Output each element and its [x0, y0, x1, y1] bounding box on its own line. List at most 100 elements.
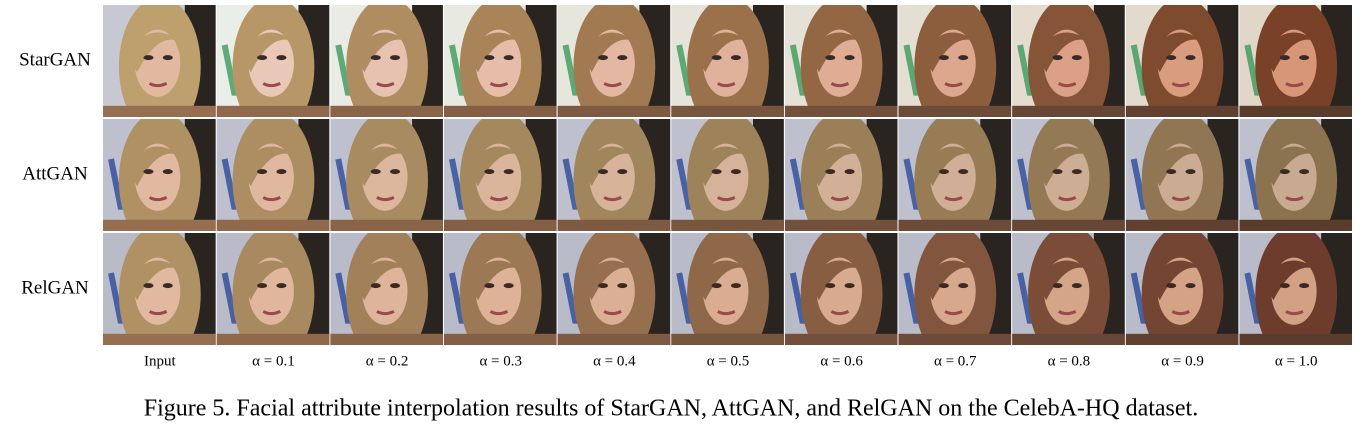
fringe: [1037, 32, 1094, 73]
eye: [844, 169, 855, 175]
column-label: α = 1.0: [1275, 353, 1318, 369]
eye: [143, 55, 154, 61]
fringe: [468, 146, 526, 187]
shoulders: [784, 333, 898, 345]
eye: [257, 283, 268, 289]
shoulders: [784, 219, 898, 231]
face-image: [1239, 119, 1353, 231]
shoulders: [1012, 333, 1125, 345]
face-image: [784, 5, 898, 117]
shoulders: [557, 333, 671, 345]
eye: [617, 283, 628, 289]
face-image: [784, 119, 898, 231]
face-image: [898, 119, 1012, 231]
fringe: [1037, 260, 1094, 301]
eye: [162, 55, 173, 61]
eye: [370, 283, 381, 289]
row-label: RelGAN: [21, 277, 89, 298]
eye: [1185, 55, 1196, 61]
shoulders: [330, 333, 443, 345]
eye: [730, 55, 741, 61]
face-image: [443, 119, 557, 231]
mouth: [830, 196, 850, 202]
face-image: [671, 119, 784, 231]
face-image: [1012, 233, 1125, 345]
face-image: [557, 5, 671, 117]
mouth: [262, 196, 281, 202]
eye: [370, 55, 381, 61]
shoulders: [784, 105, 898, 117]
shoulders: [671, 219, 784, 231]
face-image: [216, 5, 330, 117]
eye: [958, 55, 969, 61]
eye: [503, 55, 514, 61]
shoulders: [1012, 219, 1125, 231]
shoulders: [898, 333, 1012, 345]
shoulders: [898, 105, 1012, 117]
mouth: [148, 196, 168, 202]
shoulders: [557, 219, 671, 231]
mouth: [830, 82, 850, 88]
face-image: [216, 233, 330, 345]
column-label: α = 0.2: [366, 353, 409, 369]
fringe: [582, 146, 640, 187]
mouth: [1171, 82, 1191, 88]
eye: [484, 169, 495, 175]
face-image: [330, 233, 443, 345]
eye: [276, 283, 287, 289]
eye: [1185, 283, 1196, 289]
mouth: [603, 196, 622, 202]
column-label: α = 0.7: [934, 353, 977, 369]
eye: [711, 55, 722, 61]
fringe: [809, 260, 867, 301]
shoulders: [443, 105, 557, 117]
fringe: [128, 260, 185, 301]
shoulders: [330, 105, 443, 117]
fringe: [1150, 260, 1208, 301]
eye: [1299, 55, 1310, 61]
face-image: [671, 233, 784, 345]
row-label: AttGAN: [22, 163, 88, 184]
mouth: [262, 310, 281, 316]
fringe: [355, 146, 413, 187]
shoulders: [216, 333, 330, 345]
mouth: [376, 310, 395, 316]
eye: [1279, 169, 1290, 175]
column-label: α = 0.3: [479, 353, 522, 369]
fringe: [923, 32, 981, 73]
mouth: [717, 82, 736, 88]
shoulders: [1239, 105, 1353, 117]
eye: [598, 169, 608, 175]
face-image: [898, 5, 1012, 117]
eye: [958, 169, 969, 175]
column-label: Input: [144, 353, 176, 369]
eye: [162, 283, 173, 289]
shoulders: [1239, 333, 1353, 345]
eye: [825, 169, 836, 175]
eye: [1166, 169, 1177, 175]
mouth: [1285, 196, 1304, 202]
shoulders: [557, 105, 671, 117]
shoulders: [1125, 333, 1239, 345]
fringe: [355, 260, 413, 301]
face-image: [1125, 233, 1239, 345]
mouth: [489, 82, 509, 88]
shoulders: [443, 219, 557, 231]
mouth: [944, 196, 963, 202]
mouth: [717, 310, 736, 316]
fringe: [355, 32, 413, 73]
mouth: [603, 82, 622, 88]
face-image: [443, 233, 557, 345]
fringe: [1150, 32, 1208, 73]
fringe: [241, 260, 299, 301]
fringe: [468, 32, 526, 73]
fringe: [809, 32, 867, 73]
face-image: [216, 119, 330, 231]
face-image: [557, 233, 671, 345]
column-label: α = 0.1: [252, 353, 295, 369]
eye: [1166, 283, 1177, 289]
shoulders: [671, 333, 784, 345]
shoulders: [103, 105, 216, 117]
